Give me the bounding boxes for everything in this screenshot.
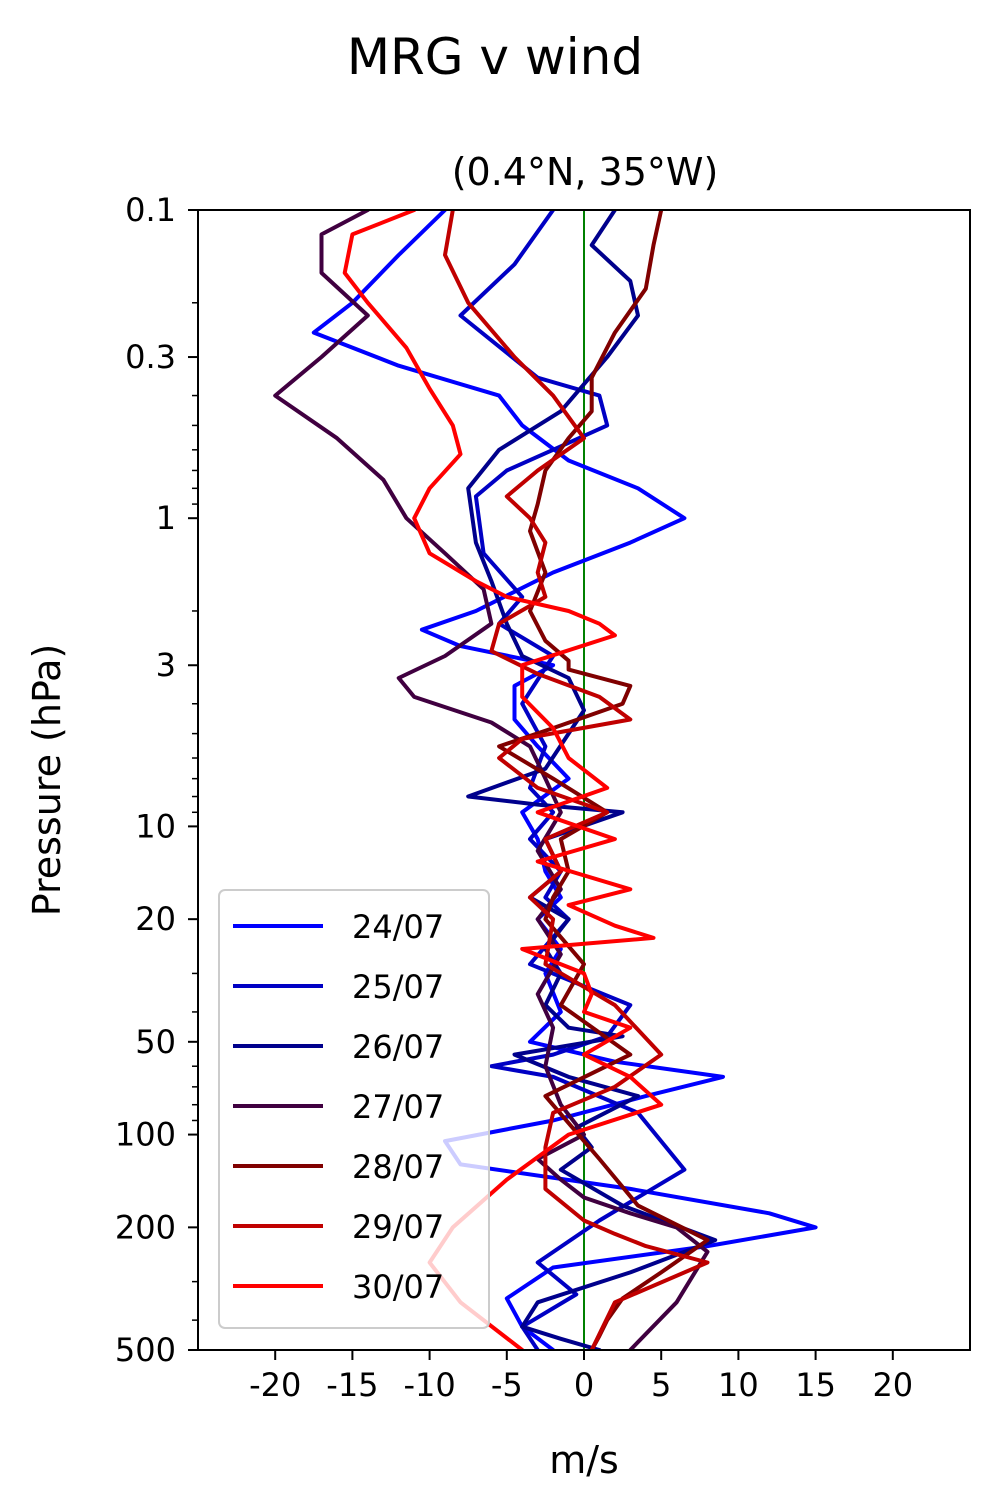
y-tick-label: 100: [115, 1116, 176, 1154]
series-line-28-07: [497, 210, 710, 1350]
x-tick-label: 10: [718, 1366, 759, 1404]
y-tick-label: 50: [135, 1023, 176, 1061]
legend-label: 24/07: [352, 908, 444, 946]
legend-label: 28/07: [352, 1148, 444, 1186]
legend-label: 26/07: [352, 1028, 444, 1066]
y-axis-label: Pressure (hPa): [25, 644, 69, 917]
legend-box: [218, 889, 490, 1329]
y-tick-label: 0.3: [125, 338, 176, 376]
chart-title: (0.4°N, 35°W): [452, 150, 719, 194]
figure-title: MRG v wind: [347, 28, 643, 86]
x-tick-label: 15: [795, 1366, 836, 1404]
legend-label: 29/07: [352, 1208, 444, 1246]
legend-label: 25/07: [352, 968, 444, 1006]
series-line-25-07: [458, 210, 687, 1350]
legend-label: 30/07: [352, 1268, 444, 1306]
series-line-27-07: [273, 210, 710, 1350]
x-tick-label: -20: [249, 1366, 301, 1404]
x-tick-label: 20: [872, 1366, 913, 1404]
y-tick-label: 10: [135, 807, 176, 845]
x-tick-label: -5: [491, 1366, 523, 1404]
series-line-24-07: [311, 210, 818, 1350]
y-tick-label: 500: [115, 1331, 176, 1369]
y-tick-label: 3: [156, 646, 176, 684]
series-line-30-07: [342, 210, 664, 1350]
y-tick-label: 200: [115, 1208, 176, 1246]
series-line-29-07: [443, 210, 710, 1350]
x-tick-label: -10: [403, 1366, 455, 1404]
y-tick-label: 20: [135, 900, 176, 938]
x-axis-label: m/s: [549, 1438, 619, 1482]
x-tick-label: 5: [651, 1366, 671, 1404]
x-tick-label: -15: [326, 1366, 378, 1404]
legend-label: 27/07: [352, 1088, 444, 1126]
legend: 24/07 25/07 26/07 27/07 28/07 29/07 30/07: [218, 889, 490, 1329]
x-tick-label: 0: [574, 1366, 594, 1404]
y-tick-label: 0.1: [125, 191, 176, 229]
y-tick-label: 1: [156, 499, 176, 537]
